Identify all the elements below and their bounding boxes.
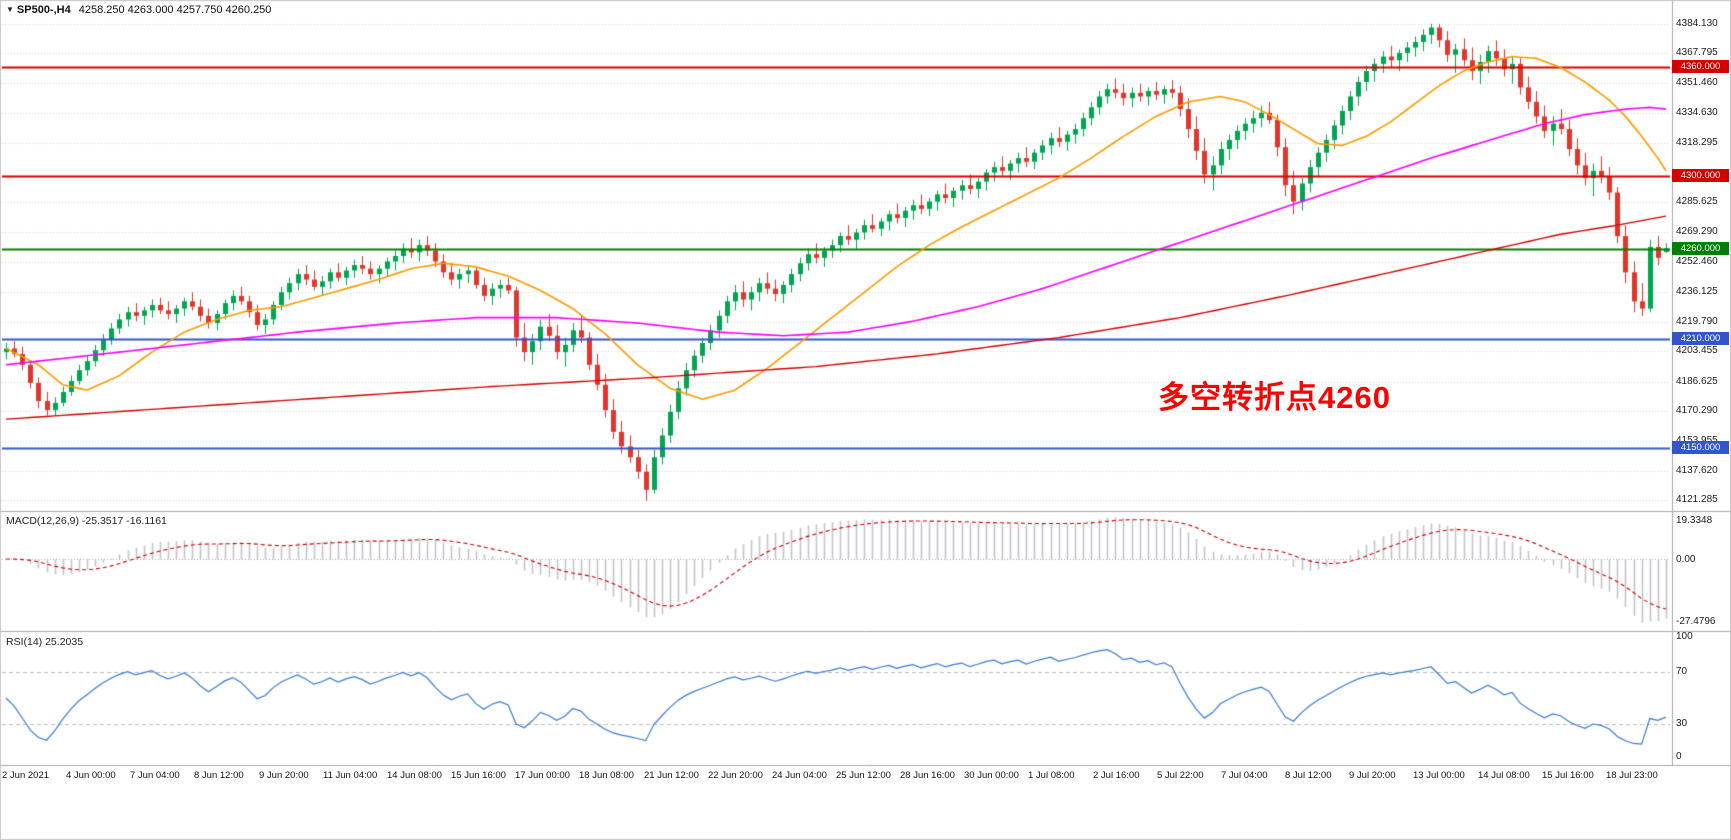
symbol-marker-icon: ▼ bbox=[6, 5, 14, 14]
price-axis-label: 4252.460 bbox=[1676, 256, 1718, 267]
time-axis-label: 13 Jul 00:00 bbox=[1413, 770, 1465, 781]
price-line-badge: 4150.000 bbox=[1672, 441, 1729, 454]
macd-axis-min-label: -27.4796 bbox=[1676, 616, 1716, 627]
price-line-badge: 4300.000 bbox=[1672, 169, 1729, 182]
rsi-axis-label: 0 bbox=[1676, 751, 1682, 762]
time-axis-label: 15 Jun 16:00 bbox=[451, 770, 506, 781]
time-axis-label: 24 Jun 04:00 bbox=[772, 770, 827, 781]
time-axis-label: 8 Jul 12:00 bbox=[1285, 770, 1332, 781]
price-axis-label: 4285.625 bbox=[1676, 196, 1718, 207]
chart-annotation: 多空转折点4260 bbox=[1158, 380, 1391, 415]
price-axis-label: 4203.455 bbox=[1676, 345, 1718, 356]
price-axis-label: 4153.955 bbox=[1676, 435, 1718, 446]
price-line-badge: 4210.000 bbox=[1672, 332, 1729, 345]
macd-indicator-label: MACD(12,26,9) -25.3517 -16.1161 bbox=[6, 515, 167, 527]
price-axis-label: 4186.625 bbox=[1676, 376, 1718, 387]
time-axis-label: 2 Jun 2021 bbox=[2, 770, 50, 781]
price-axis-label: 4170.290 bbox=[1676, 405, 1718, 416]
symbol-title: ▼ SP500-,H4 4258.250 4263.000 4257.750 426… bbox=[6, 4, 271, 16]
price-axis-label: 4318.295 bbox=[1676, 137, 1718, 148]
rsi-axis-label: 30 bbox=[1676, 718, 1688, 729]
ohlc-values-label: 4258.250 4263.000 4257.750 4260.250 bbox=[78, 4, 272, 16]
time-axis-label: 11 Jun 04:00 bbox=[323, 770, 378, 781]
time-axis-label: 5 Jul 22:00 bbox=[1157, 770, 1204, 781]
time-axis-label: 9 Jul 20:00 bbox=[1349, 770, 1396, 781]
price-axis-label: 4219.790 bbox=[1676, 316, 1718, 327]
time-axis-label: 17 Jun 00:00 bbox=[515, 770, 570, 781]
time-axis-label: 4 Jun 00:00 bbox=[66, 770, 116, 781]
price-axis-label: 4269.290 bbox=[1676, 226, 1718, 237]
time-axis-label: 14 Jun 08:00 bbox=[387, 770, 442, 781]
price-axis-label: 4351.460 bbox=[1676, 77, 1718, 88]
price-line-badge: 4360.000 bbox=[1672, 60, 1729, 73]
rsi-axis-label: 70 bbox=[1676, 666, 1688, 677]
time-axis-label: 7 Jun 04:00 bbox=[130, 770, 180, 781]
time-axis-label: 28 Jun 16:00 bbox=[900, 770, 955, 781]
macd-axis-max-label: 19.3348 bbox=[1676, 515, 1713, 526]
time-axis-label: 7 Jul 04:00 bbox=[1221, 770, 1268, 781]
time-axis-label: 14 Jul 08:00 bbox=[1478, 770, 1530, 781]
price-axis-label: 4334.630 bbox=[1676, 107, 1718, 118]
time-axis-label: 18 Jun 08:00 bbox=[579, 770, 634, 781]
price-axis-label: 4384.130 bbox=[1676, 18, 1718, 29]
price-line-badge: 4260.000 bbox=[1672, 242, 1729, 255]
time-axis-label: 15 Jul 16:00 bbox=[1542, 770, 1594, 781]
time-axis-label: 21 Jun 12:00 bbox=[644, 770, 699, 781]
symbol-timeframe-label: SP500-,H4 bbox=[16, 4, 71, 16]
price-axis-label: 4367.795 bbox=[1676, 47, 1718, 58]
time-axis-label: 25 Jun 12:00 bbox=[836, 770, 891, 781]
time-axis-label: 1 Jul 08:00 bbox=[1028, 770, 1075, 781]
macd-axis-zero-label: 0.00 bbox=[1676, 554, 1696, 565]
time-axis-label: 9 Jun 20:00 bbox=[259, 770, 309, 781]
time-axis-label: 30 Jun 00:00 bbox=[964, 770, 1019, 781]
time-axis-label: 2 Jul 16:00 bbox=[1093, 770, 1140, 781]
rsi-axis-label: 100 bbox=[1676, 631, 1693, 642]
price-axis-label: 4121.285 bbox=[1676, 494, 1718, 505]
price-axis-label: 4236.125 bbox=[1676, 286, 1718, 297]
time-axis-label: 22 Jun 20:00 bbox=[708, 770, 763, 781]
time-axis-label: 8 Jun 12:00 bbox=[194, 770, 244, 781]
rsi-indicator-label: RSI(14) 25.2035 bbox=[6, 636, 84, 648]
price-axis-label: 4137.620 bbox=[1676, 465, 1718, 476]
time-axis-label: 18 Jul 23:00 bbox=[1606, 770, 1658, 781]
